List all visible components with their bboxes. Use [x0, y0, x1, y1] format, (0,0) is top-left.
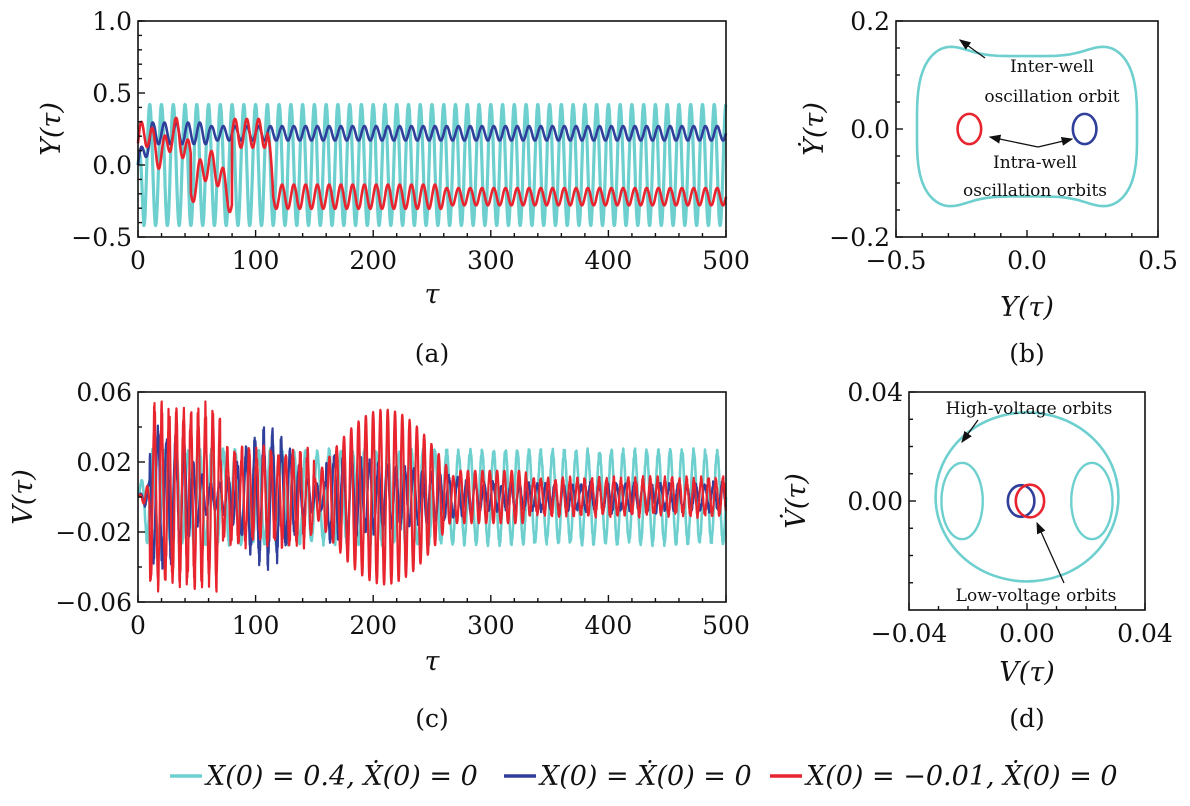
series-c-red-line [137, 400, 728, 593]
panel-c-ytick-label-2: 0.02 [76, 448, 132, 477]
legend-label-red: X(0) = −0.01, Ẋ(0) = 0 [804, 759, 1118, 792]
panel-a-xtick-label-1: 100 [232, 246, 280, 275]
series-d-cyan-lobe-right [1070, 461, 1114, 541]
panel-d-annotation-low: Low-voltage orbits [956, 586, 1117, 606]
panel-d-xlabel: V(τ) [999, 657, 1055, 688]
panel-a-xtick-label-3: 300 [467, 246, 515, 275]
panel-b: −0.5 0.0 0.5 −0.2 0.0 0.2 Y(τ) Ẏ(τ) (b) Inter… [797, 7, 1178, 368]
series-d-red-orbit [1014, 483, 1046, 519]
series-a-blue-line [136, 121, 728, 166]
panel-a-frame [137, 20, 727, 238]
panel-b-annotation-inter-line1: Inter-well [1010, 57, 1094, 77]
panel-d-ylabel: V̇(τ) [779, 473, 812, 529]
panel-b-arrow-intra-left [988, 134, 1039, 148]
panel-a-xtick-label-0: 0 [130, 246, 146, 275]
panel-b-annotation-intra-line2: oscillation orbits [963, 181, 1107, 201]
panel-b-caption: (b) [1009, 339, 1045, 368]
panel-c-plot-area [136, 400, 728, 593]
series-d-blue-orbit [1006, 483, 1036, 519]
panel-d-xtick-label-0: −0.04 [871, 619, 948, 648]
panel-b-ytick-label-1: 0.0 [850, 115, 890, 144]
panel-c-xtick-label-3: 300 [467, 611, 515, 640]
panel-b-ytick-label-0: −0.2 [829, 223, 890, 252]
panel-c-ytick-label-0: −0.06 [55, 588, 132, 617]
panel-c-xtick-label-1: 100 [232, 611, 280, 640]
panel-a-ytick-label-3: 1.0 [92, 7, 132, 36]
panel-b-xlabel: Y(τ) [1000, 292, 1054, 323]
panel-d-plot-area [934, 411, 1120, 583]
legend-label-cyan: X(0) = 0.4, Ẋ(0) = 0 [204, 759, 478, 792]
panel-b-arrow-inter [958, 39, 986, 59]
panel-a-xtick-label-2: 200 [349, 246, 397, 275]
panel-c-ticks: 0 100 200 300 400 500 −0.06 −0.02 0.02 0.06 [55, 378, 749, 640]
panel-d: −0.04 0.00 0.04 0.00 0.04 V(τ) V̇(τ) (d) Hig… [779, 378, 1173, 733]
series-b-red-orbit [956, 112, 983, 146]
panel-c-xtick-label-4: 400 [585, 611, 633, 640]
panel-a-ylabel: Y(τ) [36, 102, 67, 156]
panel-d-arrow-high [961, 419, 979, 444]
panel-a-caption: (a) [415, 339, 449, 368]
panel-b-xtick-label-1: 0.0 [1007, 246, 1047, 275]
series-a-red-line [136, 116, 728, 214]
panel-d-ytick-label-0: 0.00 [847, 487, 903, 516]
panel-d-caption: (d) [1009, 704, 1045, 733]
panel-a-plot-area [136, 102, 728, 228]
panel-b-xtick-label-2: 0.5 [1138, 246, 1178, 275]
panel-c-xtick-label-5: 500 [702, 611, 750, 640]
panel-d-ytick-label-1: 0.04 [847, 378, 903, 407]
panel-c-ytick-label-3: 0.06 [76, 378, 132, 407]
panel-c-xtick-label-0: 0 [130, 611, 146, 640]
panel-b-ticks: −0.5 0.0 0.5 −0.2 0.0 0.2 [829, 7, 1178, 275]
legend-label-blue: X(0) = Ẋ(0) = 0 [538, 759, 752, 792]
panel-b-annotation-intra-line1: Intra-well [993, 153, 1077, 173]
panel-b-annotation-inter-line2: oscillation orbit [984, 87, 1119, 107]
panel-b-plot-area [915, 45, 1139, 208]
panel-a-xtick-label-5: 500 [702, 246, 750, 275]
panel-c-xtick-label-2: 200 [349, 611, 397, 640]
series-d-cyan-outer-orbit [934, 411, 1120, 583]
panel-c: 0 100 200 300 400 500 −0.06 −0.02 0.02 0.06 τ V(τ… [8, 378, 750, 733]
legend: X(0) = 0.4, Ẋ(0) = 0 X(0) = Ẋ(0) = 0 X(0… [170, 759, 1118, 792]
panel-b-xtick-label-0: −0.5 [866, 246, 927, 275]
panel-a-ytick-label-2: 0.5 [92, 79, 132, 108]
panel-d-xtick-label-1: 0.00 [999, 619, 1055, 648]
series-b-blue-orbit [1071, 112, 1098, 146]
panel-a-ticks: 0 100 200 300 400 500 −0.5 0.0 0.5 1.0 [71, 7, 750, 275]
panel-c-ylabel: V(τ) [8, 469, 39, 525]
panel-d-annotation-high: High-voltage orbits [946, 399, 1113, 419]
panel-a-xtick-label-4: 400 [585, 246, 633, 275]
panel-b-arrow-intra-right [1037, 136, 1074, 148]
panel-b-ylabel: Ẏ(τ) [797, 102, 830, 156]
panel-c-ytick-label-1: −0.02 [55, 518, 132, 547]
series-a-cyan-line [136, 102, 728, 228]
panel-a-ytick-label-1: 0.0 [92, 151, 132, 180]
panel-a: 0 100 200 300 400 500 −0.5 0.0 0.5 1.0 τ Y(τ) (a) [36, 7, 750, 368]
panel-d-xtick-label-2: 0.04 [1117, 619, 1173, 648]
panel-d-arrow-low [1036, 521, 1065, 584]
panel-d-frame [908, 391, 1146, 611]
panel-c-xlabel: τ [425, 646, 441, 677]
series-d-cyan-lobe-left [940, 461, 984, 541]
panel-d-ticks: −0.04 0.00 0.04 0.00 0.04 [847, 378, 1173, 648]
panel-a-ytick-label-0: −0.5 [71, 223, 132, 252]
panel-a-xlabel: τ [425, 279, 441, 310]
panel-b-ytick-label-2: 0.2 [850, 7, 890, 36]
series-b-cyan-orbit [915, 45, 1139, 208]
panel-c-caption: (c) [415, 704, 449, 733]
